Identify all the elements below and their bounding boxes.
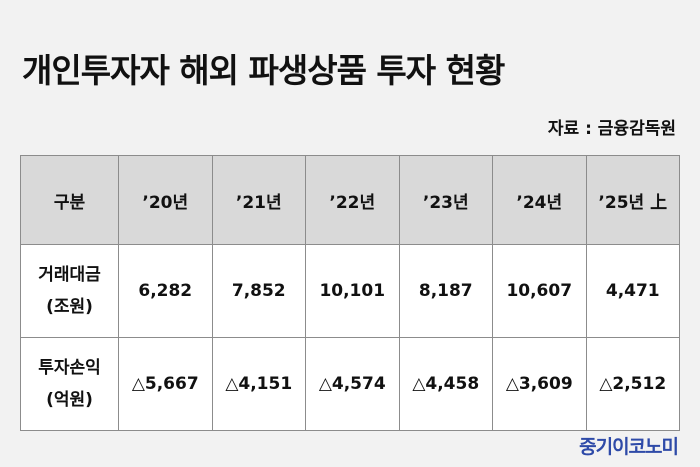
cell: 4,471	[585, 244, 680, 338]
cell: 10,101	[305, 244, 400, 338]
column-header: ’22년	[305, 155, 400, 245]
row-label-line: (억원)	[46, 390, 93, 410]
data-row: 거래대금 (조원) 6,282 7,852 10,101 8,187 10,607 4,471	[20, 244, 680, 338]
row-label-line: 투자손익	[38, 358, 101, 378]
cell: △5,667	[118, 337, 213, 431]
data-table: 구분 ’20년 ’21년 ’22년 ’23년 ’24년 ’25년 上 거래대금 (조원) 6,28…	[20, 155, 680, 431]
row-label-line: 거래대금	[38, 265, 101, 285]
column-header: ’25년 上	[585, 155, 680, 245]
row-label: 투자손익 (억원)	[20, 337, 119, 431]
cell: 8,187	[398, 244, 493, 338]
header-row: 구분 ’20년 ’21년 ’22년 ’23년 ’24년 ’25년 上	[20, 155, 680, 245]
cell: △4,574	[305, 337, 400, 431]
data-row: 투자손익 (억원) △5,667 △4,151 △4,574 △4,458 △3,609 △2…	[20, 337, 680, 431]
source: 자료 : 금융감독원	[547, 119, 676, 139]
column-header: ’20년	[118, 155, 213, 245]
cell: 6,282	[118, 244, 213, 338]
logo: 중기이코노미	[579, 436, 679, 458]
title: 개인투자자 해외 파생상품 투자 현황	[22, 51, 505, 90]
row-label-line: (조원)	[46, 297, 93, 317]
cell: 10,607	[492, 244, 587, 338]
column-header: 구분	[20, 155, 119, 245]
column-header: ’24년	[492, 155, 587, 245]
cell: △2,512	[585, 337, 680, 431]
column-header: ’23년	[398, 155, 493, 245]
cell: △3,609	[492, 337, 587, 431]
table-body: 구분 ’20년 ’21년 ’22년 ’23년 ’24년 ’25년 上 거래대금 (조원) 6,28…	[20, 155, 680, 431]
cell: △4,458	[398, 337, 493, 431]
cell: △4,151	[211, 337, 306, 431]
cell: 7,852	[211, 244, 306, 338]
column-header: ’21년	[211, 155, 306, 245]
row-label: 거래대금 (조원)	[20, 244, 119, 338]
